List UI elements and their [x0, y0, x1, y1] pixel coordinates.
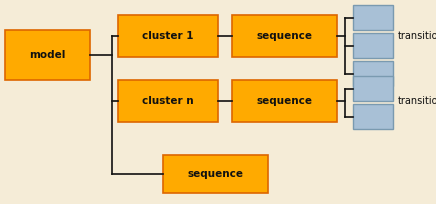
Text: sequence: sequence: [256, 96, 313, 106]
Text: sequence: sequence: [256, 31, 313, 41]
Text: model: model: [29, 50, 66, 60]
FancyBboxPatch shape: [353, 76, 393, 101]
Text: transitions: transitions: [398, 96, 436, 106]
FancyBboxPatch shape: [232, 80, 337, 122]
FancyBboxPatch shape: [232, 15, 337, 57]
FancyBboxPatch shape: [118, 15, 218, 57]
Text: transitions: transitions: [398, 31, 436, 41]
Text: sequence: sequence: [187, 169, 243, 179]
FancyBboxPatch shape: [118, 80, 218, 122]
FancyBboxPatch shape: [163, 155, 268, 193]
FancyBboxPatch shape: [353, 33, 393, 58]
Text: cluster 1: cluster 1: [142, 31, 194, 41]
Text: cluster n: cluster n: [142, 96, 194, 106]
FancyBboxPatch shape: [5, 30, 90, 80]
FancyBboxPatch shape: [353, 61, 393, 86]
FancyBboxPatch shape: [353, 5, 393, 30]
FancyBboxPatch shape: [353, 104, 393, 129]
